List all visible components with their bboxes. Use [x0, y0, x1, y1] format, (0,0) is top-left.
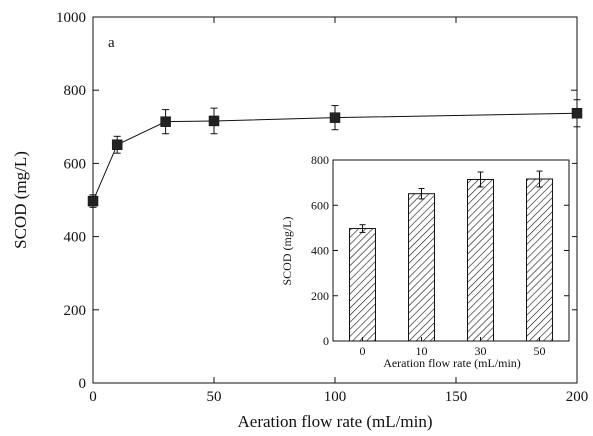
main-data-point: [87, 195, 99, 207]
inset-y-tick-label: 400: [311, 244, 329, 258]
main-y-tick-label: 400: [64, 230, 87, 246]
inset-y-tick-label: 0: [323, 334, 329, 348]
inset-y-tick-label: 600: [311, 198, 329, 212]
main-x-tick-label: 0: [89, 389, 97, 405]
inset-y-axis-title: SCOD (mg/L): [280, 216, 294, 285]
main-y-tick-label: 1000: [56, 10, 86, 26]
inset-bars: [349, 170, 553, 342]
main-y-tick-label: 200: [64, 303, 87, 319]
inset-bar: [349, 228, 376, 342]
main-series-line: [92, 112, 578, 202]
inset-y-tick-label: 200: [311, 289, 329, 303]
main-y-axis-title: SCOD (mg/L): [11, 151, 30, 249]
main-data-point: [160, 116, 171, 127]
inset-bar: [408, 193, 435, 342]
inset-y-axis: 0 200 400 600 800: [311, 153, 569, 348]
main-x-tick-label: 200: [566, 389, 589, 405]
inset-x-axis-title: Aeration flow rate (mL/min): [383, 356, 521, 370]
main-x-axis-title: Aeration flow rate (mL/min): [238, 412, 433, 431]
inset-bar: [526, 178, 553, 342]
main-y-tick-label: 0: [79, 376, 87, 392]
main-y-tick-label: 600: [64, 156, 87, 172]
inset-x-tick-label: 50: [534, 344, 546, 358]
main-data-point: [571, 108, 583, 119]
main-x-axis: 0 50 100 150 200: [89, 17, 588, 405]
main-data-point: [208, 115, 220, 127]
inset-x-tick-label: 0: [360, 344, 366, 358]
inset-x-axis: 0 10 30 50: [360, 337, 546, 358]
main-data-point: [329, 112, 341, 123]
main-y-tick-label: 800: [64, 83, 87, 99]
main-x-tick-label: 50: [207, 389, 222, 405]
inset-y-tick-label: 800: [311, 153, 329, 167]
main-x-tick-label: 150: [445, 389, 468, 405]
inset-x-tick-label: 10: [416, 344, 428, 358]
main-data-point: [111, 139, 123, 150]
inset-x-tick-label: 30: [475, 344, 487, 358]
main-panel-label: a: [108, 35, 115, 51]
main-x-tick-label: 100: [324, 389, 347, 405]
inset-bar: [467, 178, 494, 342]
main-series: [87, 99, 583, 208]
